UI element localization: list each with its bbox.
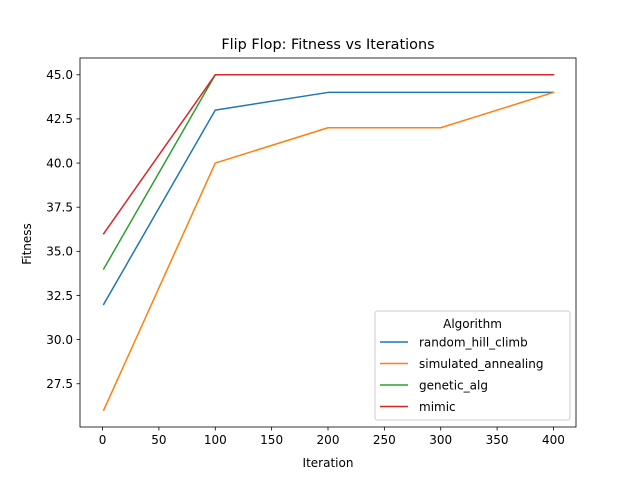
y-tick-label: 37.5 [46,200,73,214]
x-tick-label: 400 [542,433,565,447]
y-tick-label: 45.0 [46,68,73,82]
y-axis-label: Fitness [20,223,34,265]
legend-label-simulated_annealing: simulated_annealing [419,357,543,371]
series-line-simulated_annealing [102,91,555,412]
y-tick-label: 27.5 [46,377,73,391]
legend-box [374,310,571,421]
series-line-mimic [102,74,555,235]
x-tick-label: 200 [317,433,340,447]
x-tick-label: 250 [373,433,396,447]
legend-title: Algorithm [443,317,502,331]
legend-label-genetic_alg: genetic_alg [419,378,488,392]
series-line-random_hill_climb [102,91,555,306]
legend-label-random_hill_climb: random_hill_climb [419,335,528,349]
x-axis-label: Iteration [303,456,354,470]
chart-title: Flip Flop: Fitness vs Iterations [221,37,434,53]
x-tick-label: 50 [151,433,166,447]
y-tick-label: 32.5 [46,289,73,303]
y-tick-label: 35.0 [46,245,73,259]
y-tick-label: 30.0 [46,333,73,347]
y-tick-label: 40.0 [46,156,73,170]
plot-area: 0 50 100 150 200 250 300 350 400 27.5 30.0 32.5 35.0… [46,57,577,447]
legend-label-mimic: mimic [419,400,456,414]
x-tick-label: 350 [486,433,509,447]
x-tick-label: 100 [204,433,227,447]
x-tick-label: 0 [99,433,107,447]
y-tick-label: 42.5 [46,112,73,126]
x-tick-label: 150 [260,433,283,447]
x-tick-label: 300 [429,433,452,447]
legend: Algorithm random_hill_climb simulated_anne… [374,310,571,421]
